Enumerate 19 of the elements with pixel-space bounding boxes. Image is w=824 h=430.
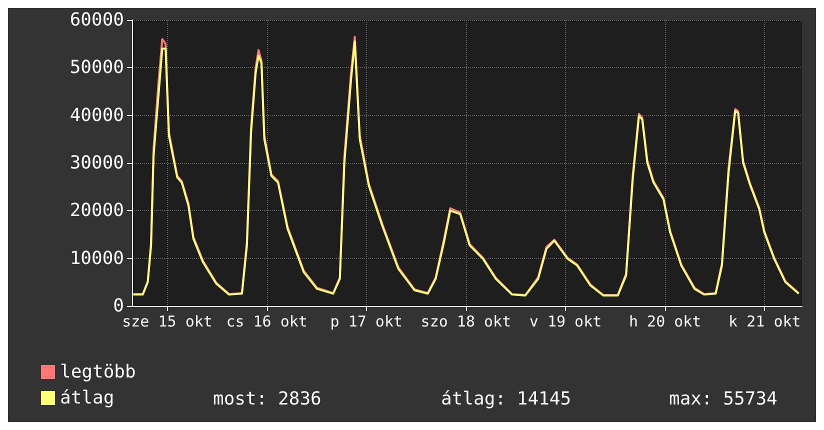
y-tick-label: 10000 (70, 248, 124, 269)
x-tick-label: szo 18 okt (420, 312, 512, 330)
y-tick-label: 20000 (70, 200, 124, 222)
text: max: 55734 (669, 388, 778, 410)
y-tick-label: 50000 (70, 57, 124, 78)
y-tick-label: 40000 (70, 104, 124, 126)
x-tick-label: p 17 okt (330, 312, 403, 330)
y-tick-label: 0 (113, 296, 124, 316)
x-tick-label: sze 15 okt (122, 312, 212, 330)
x-tick-label: k 21 okt (728, 312, 801, 330)
legend-label: átlag (60, 388, 114, 408)
y-tick-label: 60000 (70, 10, 124, 30)
text: most: 2836 (213, 388, 322, 410)
x-tick-label: v 19 okt (529, 312, 602, 330)
x-tick-label: h 20 okt (628, 312, 702, 330)
legend-label: legtöbb (60, 362, 136, 382)
text: átlag: 14145 (441, 388, 572, 410)
y-tick-label: 30000 (70, 152, 124, 174)
x-tick-label: cs 16 okt (226, 312, 308, 330)
